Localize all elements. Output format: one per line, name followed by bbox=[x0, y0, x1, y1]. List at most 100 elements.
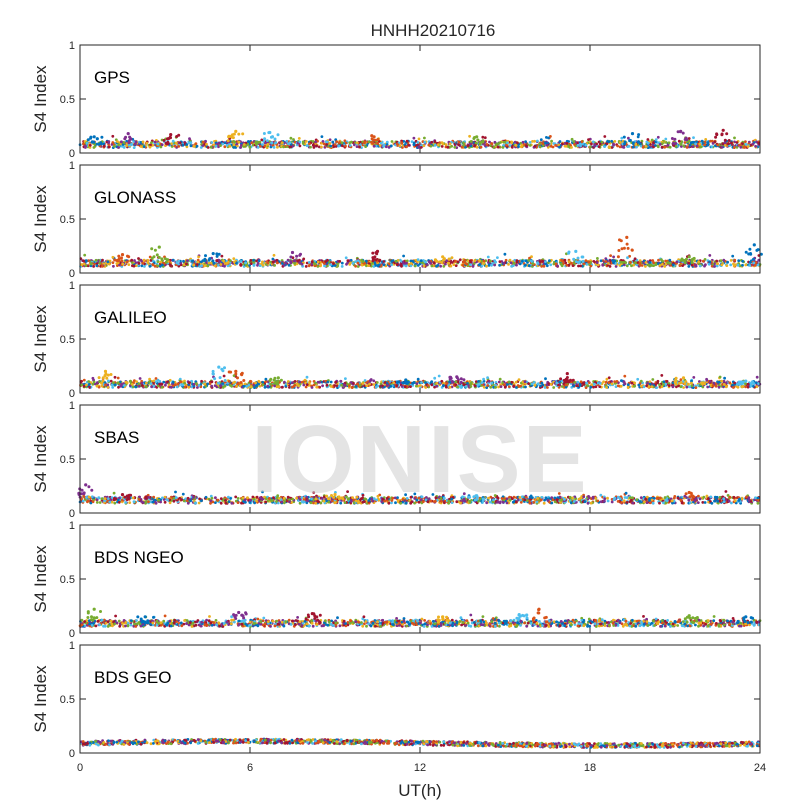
data-point bbox=[538, 145, 542, 149]
data-point bbox=[440, 379, 444, 383]
data-point bbox=[720, 145, 724, 149]
data-point bbox=[116, 381, 120, 384]
peak-point bbox=[242, 379, 246, 382]
data-point bbox=[356, 261, 360, 265]
data-point bbox=[596, 257, 599, 260]
peak-max-point bbox=[370, 134, 374, 138]
peak-point bbox=[362, 141, 366, 145]
data-point bbox=[94, 258, 98, 262]
peak-max-point bbox=[169, 133, 173, 137]
data-point bbox=[489, 385, 493, 389]
data-point bbox=[331, 140, 335, 144]
data-point bbox=[536, 139, 539, 143]
data-point bbox=[430, 383, 434, 387]
data-point bbox=[517, 378, 521, 382]
data-point bbox=[88, 143, 92, 147]
data-point bbox=[675, 260, 679, 264]
data-point bbox=[342, 383, 346, 387]
data-point bbox=[723, 376, 726, 380]
data-point bbox=[519, 384, 522, 388]
peak-point bbox=[298, 261, 302, 265]
data-point bbox=[636, 377, 640, 381]
data-point bbox=[444, 262, 447, 266]
data-point bbox=[483, 136, 487, 140]
data-point bbox=[182, 259, 185, 263]
peak-point bbox=[622, 135, 626, 139]
data-point bbox=[344, 377, 347, 380]
data-point bbox=[137, 384, 141, 388]
data-point bbox=[282, 145, 285, 149]
data-point bbox=[541, 142, 545, 145]
peak-max-point bbox=[234, 369, 238, 373]
data-point bbox=[188, 137, 191, 141]
data-point bbox=[332, 262, 335, 265]
peak-point bbox=[211, 369, 215, 373]
y-tick-label: 1 bbox=[69, 280, 75, 292]
data-point bbox=[732, 386, 735, 389]
data-point bbox=[221, 142, 225, 146]
data-point bbox=[525, 144, 528, 148]
data-point bbox=[735, 141, 739, 144]
peak-point bbox=[124, 135, 128, 139]
data-point bbox=[561, 142, 564, 146]
data-point bbox=[111, 255, 115, 259]
data-point bbox=[272, 146, 276, 149]
data-point bbox=[482, 377, 485, 381]
data-point bbox=[239, 146, 243, 149]
data-point bbox=[394, 259, 398, 263]
data-point bbox=[607, 381, 611, 384]
data-point bbox=[624, 261, 628, 264]
data-point bbox=[329, 385, 333, 388]
data-point bbox=[589, 264, 593, 268]
data-point bbox=[392, 381, 396, 385]
data-point bbox=[92, 265, 95, 268]
peak-point bbox=[95, 137, 99, 141]
data-point bbox=[339, 379, 343, 383]
data-point bbox=[358, 145, 361, 149]
data-point bbox=[698, 264, 702, 268]
data-point bbox=[715, 259, 719, 263]
data-point bbox=[579, 380, 583, 384]
data-point bbox=[687, 265, 691, 268]
data-point bbox=[141, 384, 144, 387]
data-point bbox=[437, 374, 441, 378]
peak-point bbox=[263, 137, 267, 141]
data-point bbox=[333, 384, 337, 387]
data-point bbox=[242, 384, 246, 388]
data-point bbox=[645, 384, 648, 388]
peak-point bbox=[690, 260, 694, 264]
data-point bbox=[363, 379, 367, 382]
data-point bbox=[570, 137, 574, 141]
data-point bbox=[546, 386, 549, 389]
data-point bbox=[334, 380, 338, 384]
data-point bbox=[206, 382, 210, 386]
data-point bbox=[652, 261, 655, 265]
data-point bbox=[196, 386, 199, 389]
data-point bbox=[736, 263, 740, 267]
peak-point bbox=[623, 142, 627, 146]
y-tick-label: 1 bbox=[69, 160, 75, 172]
peak-point bbox=[448, 377, 452, 381]
data-point bbox=[663, 265, 667, 268]
data-point bbox=[307, 264, 311, 268]
data-point bbox=[285, 139, 289, 143]
peak-point bbox=[272, 378, 276, 382]
data-point bbox=[385, 383, 389, 387]
data-point bbox=[572, 384, 576, 388]
data-point bbox=[186, 259, 189, 262]
data-point bbox=[708, 380, 712, 383]
data-point bbox=[395, 263, 399, 267]
data-point bbox=[400, 141, 404, 145]
data-point bbox=[185, 262, 188, 266]
data-point bbox=[688, 143, 692, 147]
data-point bbox=[685, 385, 689, 389]
data-point bbox=[610, 382, 614, 386]
data-point bbox=[665, 380, 669, 383]
peak-point bbox=[727, 142, 730, 146]
data-point bbox=[151, 263, 155, 266]
data-point bbox=[390, 140, 394, 143]
data-point bbox=[587, 381, 591, 384]
data-point bbox=[723, 383, 726, 386]
